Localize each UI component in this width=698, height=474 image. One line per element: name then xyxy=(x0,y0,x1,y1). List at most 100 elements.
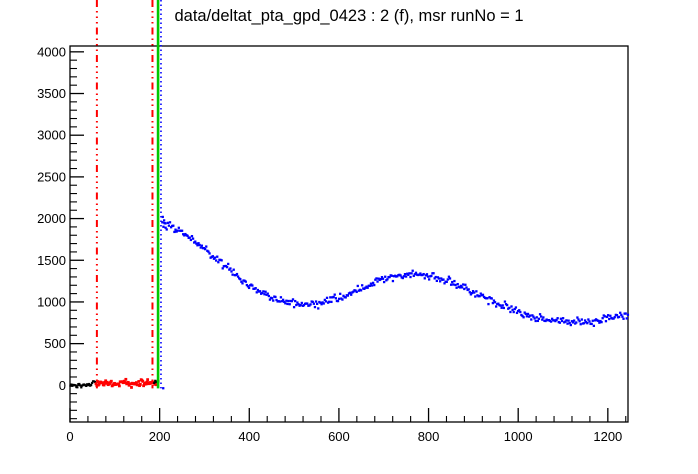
data-point xyxy=(188,236,191,239)
data-point xyxy=(255,291,258,294)
data-point xyxy=(79,384,82,387)
data-point xyxy=(442,278,445,281)
data-point xyxy=(94,382,98,386)
y-tick-label: 3500 xyxy=(37,86,66,101)
y-axis: 0 500 1000 1500 2000 2500 3000 3500 4000 xyxy=(37,44,84,420)
data-point xyxy=(621,315,624,318)
data-point xyxy=(91,381,94,385)
data-point xyxy=(169,226,173,229)
data-point xyxy=(197,242,200,245)
data-point xyxy=(382,280,386,284)
data-point xyxy=(167,224,171,227)
data-point xyxy=(105,380,109,384)
data-point xyxy=(564,320,567,323)
data-point xyxy=(200,244,204,247)
data-point xyxy=(306,302,309,305)
data-point xyxy=(375,277,378,280)
data-point xyxy=(554,319,557,323)
data-point xyxy=(591,319,594,322)
data-point xyxy=(123,381,127,384)
data-point xyxy=(211,255,214,258)
data-point xyxy=(609,314,612,317)
data-point xyxy=(568,321,571,325)
data-point xyxy=(240,280,243,283)
data-point xyxy=(592,324,596,327)
data-point xyxy=(453,279,456,283)
data-point xyxy=(217,261,220,264)
data-point xyxy=(515,311,519,315)
data-point xyxy=(588,320,591,323)
data-point xyxy=(117,382,120,386)
data-point xyxy=(216,255,219,258)
x-tick-label: 800 xyxy=(418,429,440,444)
data-point xyxy=(620,313,623,317)
data-point xyxy=(625,317,628,320)
data-point xyxy=(459,284,463,288)
data-point xyxy=(104,379,108,383)
x-axis: 0 200 400 600 800 1000 1200 xyxy=(66,408,627,444)
data-point xyxy=(443,282,446,285)
data-point xyxy=(332,295,335,299)
data-point xyxy=(413,273,417,276)
data-point xyxy=(325,296,329,299)
data-point xyxy=(535,316,538,319)
data-point xyxy=(80,386,83,389)
data-point xyxy=(509,310,512,314)
data-point xyxy=(471,290,475,293)
data-point xyxy=(311,300,314,304)
data-point xyxy=(264,290,267,293)
data-point xyxy=(166,221,169,225)
data-point xyxy=(390,274,393,277)
data-point xyxy=(549,320,553,323)
data-point xyxy=(213,256,217,259)
data-point xyxy=(292,306,296,309)
data-point xyxy=(626,313,630,316)
data-point xyxy=(580,318,583,321)
data-point xyxy=(381,277,385,280)
data-point xyxy=(464,283,467,286)
data-point xyxy=(69,384,72,387)
data-point xyxy=(355,290,358,294)
data-point xyxy=(377,277,380,280)
data-point xyxy=(455,286,458,289)
data-point xyxy=(337,297,341,300)
data-point xyxy=(324,300,328,303)
data-point xyxy=(369,282,373,285)
data-point xyxy=(518,309,521,312)
data-point xyxy=(342,294,345,297)
data-point xyxy=(622,317,625,320)
data-point xyxy=(124,377,128,381)
data-point xyxy=(583,319,587,322)
data-point xyxy=(523,311,526,314)
data-point xyxy=(522,316,525,319)
data-point xyxy=(129,382,133,386)
data-point xyxy=(374,278,377,281)
data-point xyxy=(182,233,185,236)
data-point xyxy=(437,277,441,280)
data-point xyxy=(319,301,322,304)
data-point xyxy=(399,274,402,277)
data-point xyxy=(164,226,167,229)
data-point xyxy=(239,278,242,281)
data-point xyxy=(134,381,138,384)
data-point xyxy=(467,288,470,291)
data-point xyxy=(146,378,150,382)
data-point xyxy=(199,246,202,249)
data-point xyxy=(428,278,431,281)
data-point xyxy=(138,383,142,386)
data-point xyxy=(117,384,121,388)
data-point xyxy=(220,259,223,262)
data-point xyxy=(408,272,411,275)
data-point xyxy=(174,228,177,231)
data-point xyxy=(435,279,438,283)
data-point xyxy=(204,247,207,251)
data-point xyxy=(534,319,537,323)
data-point xyxy=(617,315,621,319)
data-point xyxy=(497,302,500,305)
y-tick-label: 500 xyxy=(44,336,66,351)
data-point xyxy=(281,298,285,301)
data-point xyxy=(256,288,260,292)
data-point xyxy=(180,229,184,232)
